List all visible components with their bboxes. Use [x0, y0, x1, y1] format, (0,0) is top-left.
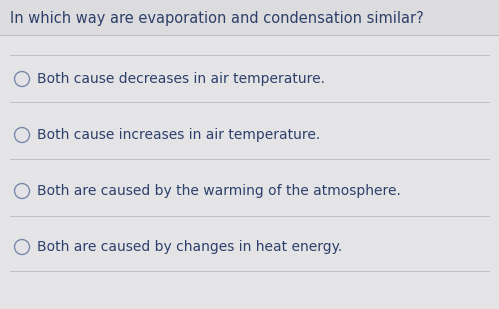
Bar	[0, 0, 499, 34]
Text: Both are caused by the warming of the atmosphere.: Both are caused by the warming of the at…	[37, 184, 401, 198]
Text: Both are caused by changes in heat energy.: Both are caused by changes in heat energ…	[37, 240, 343, 254]
Text: Both cause decreases in air temperature.: Both cause decreases in air temperature.	[37, 72, 325, 86]
Text: Both cause increases in air temperature.: Both cause increases in air temperature.	[37, 128, 321, 142]
Text: In which way are evaporation and condensation similar?: In which way are evaporation and condens…	[10, 11, 424, 26]
